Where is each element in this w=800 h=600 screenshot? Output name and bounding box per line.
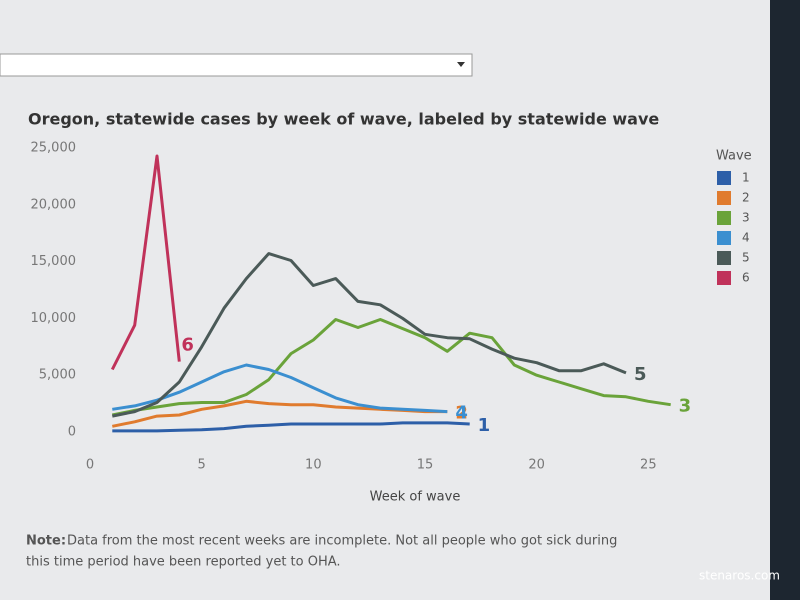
y-tick-label: 25,000 [31, 141, 77, 156]
legend-swatch [717, 271, 731, 285]
end-label: 4 [455, 403, 468, 424]
x-tick-label: 5 [198, 458, 206, 473]
y-tick-label: 15,000 [31, 254, 77, 269]
legend-label: 3 [742, 211, 750, 225]
legend-swatch [717, 171, 731, 185]
x-tick-label: 20 [528, 458, 545, 473]
screen [0, 0, 770, 600]
legend-label: 2 [742, 191, 750, 205]
y-tick-label: 10,000 [31, 311, 77, 326]
x-tick-label: 10 [305, 458, 322, 473]
legend-swatch [717, 211, 731, 225]
series-line [112, 252, 627, 418]
x-axis-label: Week of wave [370, 490, 461, 505]
legend-label: 4 [742, 231, 750, 245]
end-label: 5 [634, 364, 647, 385]
y-tick-label: 20,000 [31, 197, 77, 212]
legend-label: 5 [742, 251, 750, 265]
y-tick-label: 5,000 [39, 368, 76, 383]
series-line [112, 363, 448, 414]
legend-swatch [717, 191, 731, 205]
legend-label: 6 [742, 271, 750, 285]
end-label: 6 [181, 335, 194, 356]
watermark: stenaros.com [699, 569, 780, 583]
series-line [111, 318, 671, 417]
x-tick-label: 0 [86, 458, 94, 473]
legend-swatch [717, 231, 731, 245]
legend-swatch [717, 251, 731, 265]
end-label: 1 [478, 415, 491, 436]
end-label: 3 [679, 396, 692, 417]
dropdown-arrow [457, 62, 465, 67]
dropdown[interactable] [0, 53, 473, 77]
legend-title: Wave [716, 149, 752, 164]
bezel [770, 0, 800, 600]
series-line [112, 421, 470, 433]
y-tick-label: 0 [68, 425, 76, 440]
note-label: Note: [26, 534, 66, 549]
note-text: Data from the most recent weeks are inco… [67, 534, 617, 549]
x-tick-label: 25 [640, 458, 657, 473]
legend-label: 1 [742, 171, 750, 185]
note-text: this time period have been reported yet … [26, 555, 341, 570]
series-line [110, 154, 181, 371]
end-label: 2 [455, 403, 468, 424]
chart-title: Oregon, statewide cases by week of wave,… [28, 110, 659, 129]
x-tick-label: 15 [417, 458, 434, 473]
